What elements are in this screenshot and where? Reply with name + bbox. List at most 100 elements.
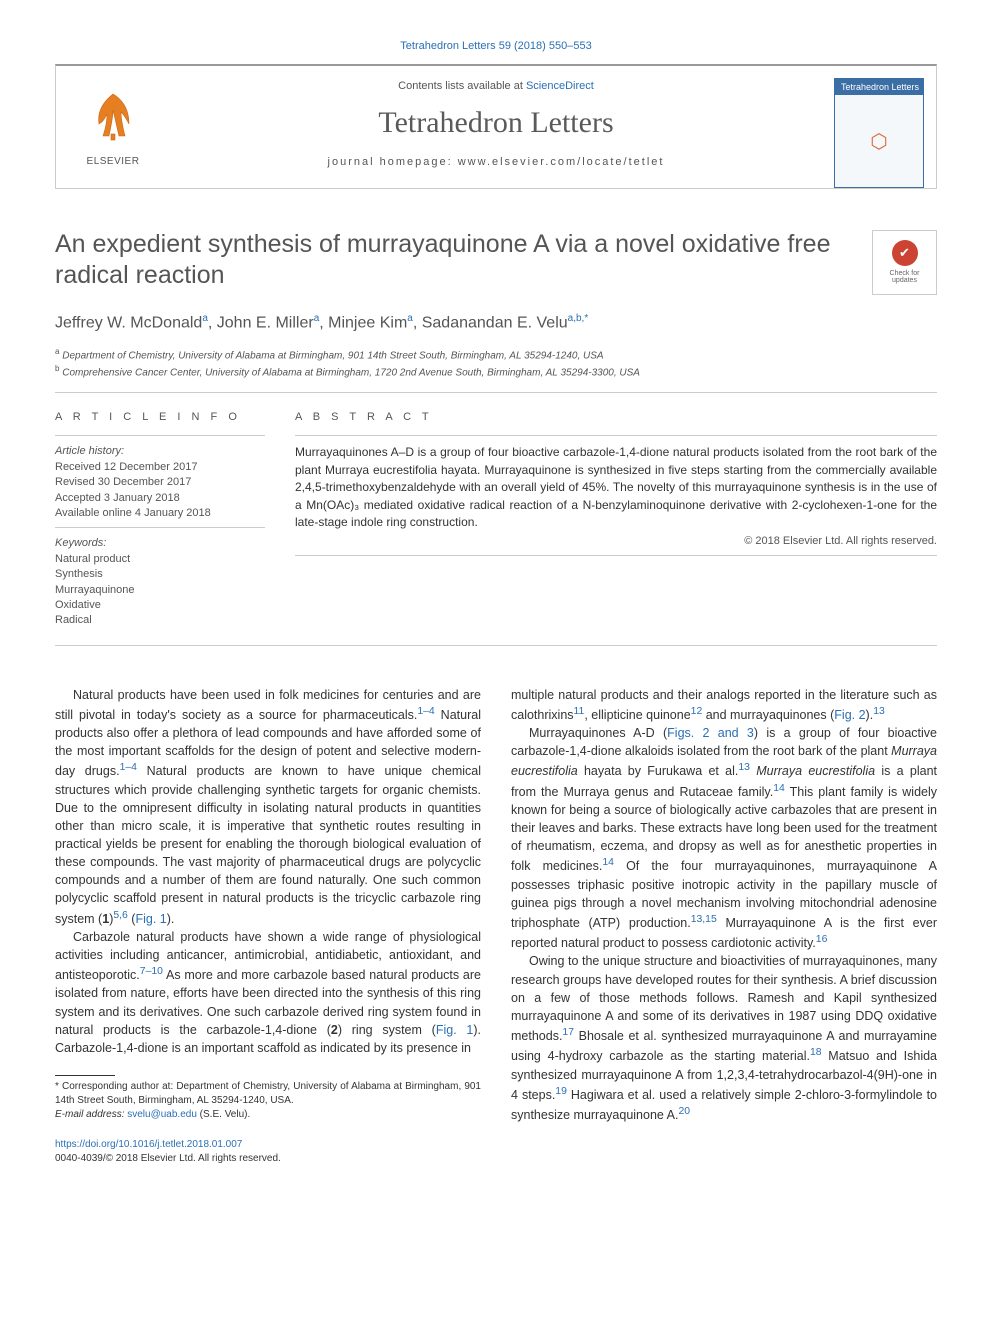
p4-fig1[interactable]: Figs. 2 and 3 bbox=[667, 726, 754, 740]
history-accepted: Accepted 3 January 2018 bbox=[55, 492, 180, 504]
p2-bold1: 2 bbox=[331, 1023, 338, 1037]
author-3: Minjee Kim bbox=[328, 314, 407, 331]
body-p4: Murrayaquinones A-D (Figs. 2 and 3) is a… bbox=[511, 724, 937, 952]
author-2-aff[interactable]: a bbox=[314, 313, 320, 324]
p5-cite1[interactable]: 17 bbox=[562, 1027, 574, 1038]
page-footer: https://doi.org/10.1016/j.tetlet.2018.01… bbox=[55, 1138, 937, 1166]
homepage-label: journal homepage: bbox=[328, 156, 458, 168]
p4-t1: Murrayaquinones A-D ( bbox=[529, 726, 667, 740]
cover-title: Tetrahedron Letters bbox=[835, 79, 923, 95]
p3-t2: , ellipticine quinone bbox=[584, 708, 690, 722]
email-link[interactable]: svelu@uab.edu bbox=[127, 1109, 197, 1120]
p1-fig1[interactable]: Fig. 1 bbox=[135, 912, 166, 926]
p5-cite4[interactable]: 20 bbox=[678, 1106, 690, 1117]
cover-molecule-icon: ⬡ bbox=[870, 129, 887, 154]
aff-text-a: Department of Chemistry, University of A… bbox=[62, 350, 603, 361]
p4-cite1[interactable]: 13 bbox=[738, 762, 750, 773]
journal-header-box: ELSEVIER Contents lists available at Sci… bbox=[55, 64, 937, 189]
info-divider-1 bbox=[55, 435, 265, 436]
contents-prefix: Contents lists available at bbox=[398, 80, 526, 92]
info-divider-2 bbox=[55, 527, 265, 528]
author-1: Jeffrey W. McDonald bbox=[55, 314, 202, 331]
history-online: Available online 4 January 2018 bbox=[55, 507, 211, 519]
email-suffix: (S.E. Velu). bbox=[197, 1109, 250, 1120]
author-4-aff[interactable]: a,b,* bbox=[568, 313, 589, 324]
check-updates-line1: Check for bbox=[890, 270, 920, 277]
abstract-heading: A B S T R A C T bbox=[295, 411, 937, 423]
aff-key-a: a bbox=[55, 347, 59, 356]
affiliation-a: a Department of Chemistry, University of… bbox=[55, 346, 937, 363]
p3-cite1[interactable]: 11 bbox=[574, 706, 585, 717]
p5-t4: Hagiwara et al. used a relatively simple… bbox=[511, 1088, 937, 1122]
journal-title: Tetrahedron Letters bbox=[166, 106, 826, 140]
author-2: John E. Miller bbox=[217, 314, 314, 331]
elsevier-logo[interactable]: ELSEVIER bbox=[78, 85, 148, 170]
issn-copyright: 0040-4039/© 2018 Elsevier Ltd. All right… bbox=[55, 1153, 281, 1164]
email-label: E-mail address: bbox=[55, 1109, 127, 1120]
abstract-copyright: © 2018 Elsevier Ltd. All rights reserved… bbox=[295, 535, 937, 547]
affiliations: a Department of Chemistry, University of… bbox=[55, 346, 937, 381]
divider-top bbox=[55, 392, 937, 393]
p3-fig1[interactable]: Fig. 2 bbox=[834, 708, 865, 722]
divider-before-body bbox=[55, 645, 937, 646]
p3-cite3[interactable]: 13 bbox=[873, 706, 885, 717]
aff-key-b: b bbox=[55, 364, 59, 373]
email-line: E-mail address: svelu@uab.edu (S.E. Velu… bbox=[55, 1108, 481, 1122]
keywords-label: Keywords: bbox=[55, 537, 106, 549]
doi-link[interactable]: https://doi.org/10.1016/j.tetlet.2018.01… bbox=[55, 1139, 242, 1150]
column-right: multiple natural products and their anal… bbox=[511, 686, 937, 1124]
elsevier-logo-text: ELSEVIER bbox=[87, 156, 140, 167]
abstract-text: Murrayaquinones A–D is a group of four b… bbox=[295, 444, 937, 531]
p1-cite2[interactable]: 1–4 bbox=[120, 762, 137, 773]
body-columns: Natural products have been used in folk … bbox=[55, 686, 937, 1124]
author-4: Sadanandan E. Velu bbox=[422, 314, 568, 331]
column-left: Natural products have been used in folk … bbox=[55, 686, 481, 1124]
p4-cite4[interactable]: 13,15 bbox=[691, 914, 717, 925]
p1-t3: Natural products are known to have uniqu… bbox=[55, 765, 481, 926]
p3-t3: and murrayaquinones ( bbox=[702, 708, 834, 722]
publisher-logo-area: ELSEVIER bbox=[68, 78, 158, 176]
sciencedirect-link[interactable]: ScienceDirect bbox=[526, 80, 594, 92]
body-p1: Natural products have been used in folk … bbox=[55, 686, 481, 928]
history-received: Received 12 December 2017 bbox=[55, 461, 197, 473]
author-3-aff[interactable]: a bbox=[407, 313, 413, 324]
p4-cite5[interactable]: 16 bbox=[816, 934, 828, 945]
p4-ital2: Murraya eucrestifolia bbox=[756, 765, 875, 779]
aff-text-b: Comprehensive Cancer Center, University … bbox=[62, 367, 640, 378]
journal-reference: Tetrahedron Letters 59 (2018) 550–553 bbox=[55, 40, 937, 52]
p5-cite3[interactable]: 19 bbox=[555, 1086, 567, 1097]
author-1-aff[interactable]: a bbox=[202, 313, 208, 324]
affiliation-b: b Comprehensive Cancer Center, Universit… bbox=[55, 363, 937, 380]
homepage-url[interactable]: www.elsevier.com/locate/tetlet bbox=[458, 156, 665, 168]
keyword-1: Natural product bbox=[55, 553, 130, 565]
p5-cite2[interactable]: 18 bbox=[810, 1047, 822, 1058]
p4-cite3[interactable]: 14 bbox=[602, 857, 614, 868]
article-title: An expedient synthesis of murrayaquinone… bbox=[55, 229, 937, 292]
abstract-bottom-divider bbox=[295, 555, 937, 556]
footnote-rule bbox=[55, 1075, 115, 1076]
keyword-5: Radical bbox=[55, 614, 92, 626]
history-label: Article history: bbox=[55, 445, 124, 457]
cover-body: ⬡ bbox=[835, 95, 923, 187]
keywords-block: Keywords: Natural product Synthesis Murr… bbox=[55, 536, 265, 628]
contents-available-line: Contents lists available at ScienceDirec… bbox=[166, 80, 826, 92]
abstract-divider bbox=[295, 435, 937, 436]
p2-cite1[interactable]: 7–10 bbox=[140, 966, 163, 977]
p4-cite2[interactable]: 14 bbox=[773, 783, 785, 794]
journal-cover-thumbnail[interactable]: Tetrahedron Letters ⬡ bbox=[834, 78, 924, 188]
elsevier-tree-icon bbox=[85, 88, 141, 152]
p1-cite3[interactable]: 5,6 bbox=[113, 910, 127, 921]
authors-line: Jeffrey W. McDonalda, John E. Millera, M… bbox=[55, 313, 937, 332]
keyword-4: Oxidative bbox=[55, 599, 101, 611]
p3-cite2[interactable]: 12 bbox=[691, 706, 703, 717]
p1-cite1[interactable]: 1–4 bbox=[417, 706, 434, 717]
p1-t6: ). bbox=[167, 912, 175, 926]
article-history: Article history: Received 12 December 20… bbox=[55, 444, 265, 521]
body-p2: Carbazole natural products have shown a … bbox=[55, 928, 481, 1057]
article-info-heading: A R T I C L E I N F O bbox=[55, 411, 265, 423]
keyword-3: Murrayaquinone bbox=[55, 584, 135, 596]
p2-fig1[interactable]: Fig. 1 bbox=[436, 1023, 474, 1037]
history-revised: Revised 30 December 2017 bbox=[55, 476, 191, 488]
check-for-updates-badge[interactable]: ✔ Check for updates bbox=[872, 230, 937, 295]
body-p5: Owing to the unique structure and bioact… bbox=[511, 952, 937, 1124]
